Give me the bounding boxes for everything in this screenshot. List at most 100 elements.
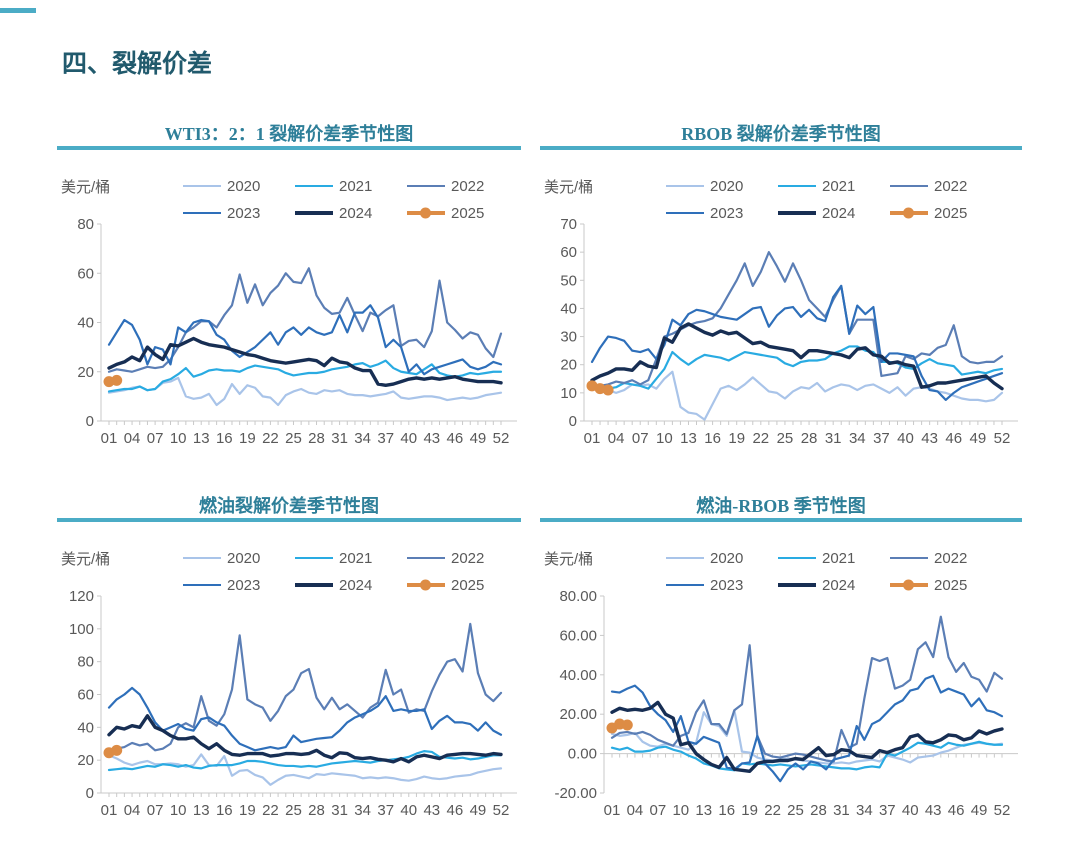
legend-item-2020: 2020 [666,548,778,568]
legend-swatch [407,184,445,188]
series-line-2021 [107,750,503,772]
svg-text:25: 25 [285,430,302,447]
legend-row: 2023 2024 2025 [666,203,1022,223]
svg-text:16: 16 [216,430,233,447]
svg-text:40: 40 [400,430,417,447]
legend-swatch [890,207,928,219]
legend-label: 2022 [451,549,485,567]
svg-text:01: 01 [101,430,118,447]
legend-swatch [183,211,221,215]
legend-marker-dot [420,207,431,219]
series-line-2022 [107,267,503,373]
series-line-2024 [107,336,503,387]
svg-text:43: 43 [925,802,942,819]
y-axis-unit-label: 美元/桶 [544,179,594,196]
legend-label: 2023 [710,204,744,222]
svg-text:49: 49 [470,802,487,819]
svg-text:46: 46 [948,802,965,819]
svg-text:19: 19 [239,430,256,447]
svg-text:01: 01 [584,430,601,447]
legend-item-2022: 2022 [407,548,519,568]
svg-text:80: 80 [77,654,94,671]
svg-text:01: 01 [101,802,118,819]
legend-label: 2025 [451,576,485,594]
legend-label: 2022 [934,177,968,195]
svg-text:40: 40 [897,430,914,447]
legend-swatch [890,556,928,560]
chart-title: WTI3：2：1 裂解价差季节性图 [57,122,521,150]
svg-text:34: 34 [856,802,873,819]
legend-swatch [778,583,816,587]
legend-row: 2023 2024 2025 [183,575,521,595]
svg-text:52: 52 [493,802,510,819]
svg-text:20: 20 [77,364,94,381]
chart-panel-rbob-crack-spread: RBOB 裂解价差季节性图 美元/桶 2020 2021 2022 2023 2024… [540,122,1022,448]
svg-text:28: 28 [801,430,818,447]
series-line-2020 [107,753,503,786]
svg-text:49: 49 [971,802,988,819]
legend-label: 2021 [822,177,856,195]
svg-text:46: 46 [447,802,464,819]
series-marker-2025 [111,744,123,756]
y-axis-unit-label: 美元/桶 [544,551,594,568]
svg-text:07: 07 [650,802,667,819]
legend-swatch [407,556,445,560]
legend-swatch [183,184,221,188]
legend-item-2024: 2024 [778,575,890,595]
svg-text:13: 13 [193,430,210,447]
legend-item-2023: 2023 [666,203,778,223]
y-axis-unit-label: 美元/桶 [61,179,111,196]
legend-item-2022: 2022 [407,176,519,196]
svg-text:120: 120 [69,588,94,605]
svg-text:34: 34 [849,430,866,447]
series-line-2023 [107,686,503,752]
svg-text:34: 34 [354,430,371,447]
svg-text:40: 40 [902,802,919,819]
legend-label: 2021 [339,549,373,567]
svg-text:13: 13 [695,802,712,819]
legend-item-2021: 2021 [778,176,890,196]
legend-row: 2020 2021 2022 [183,548,521,568]
svg-text:34: 34 [354,802,371,819]
legend-swatch [778,556,816,560]
legend-marker-dot [903,207,914,219]
legend-label: 2022 [934,549,968,567]
svg-text:37: 37 [873,430,890,447]
chart-panel-wti-crack-spread: WTI3：2：1 裂解价差季节性图 美元/桶 2020 2021 2022 2023… [57,122,521,448]
svg-text:22: 22 [262,430,279,447]
legend-item-2020: 2020 [183,176,295,196]
series-marker-2025 [602,384,614,396]
legend-label: 2023 [227,576,261,594]
legend-swatch [407,579,445,591]
svg-text:07: 07 [632,430,649,447]
chart-legend: 2020 2021 2022 2023 2024 2025 [183,548,521,595]
svg-text:16: 16 [718,802,735,819]
svg-text:60.00: 60.00 [559,627,597,644]
svg-text:19: 19 [741,802,758,819]
svg-text:19: 19 [728,430,745,447]
svg-text:49: 49 [970,430,987,447]
legend-item-2023: 2023 [666,575,778,595]
svg-text:22: 22 [752,430,769,447]
chart-plot-area: 0 10 20 30 40 50 60 70 01 04 07 10 13 16 19 22 25 28 31 34 3… [560,216,1018,447]
svg-text:60: 60 [77,265,94,282]
series-marker-2025 [111,374,123,386]
svg-text:31: 31 [331,802,348,819]
series-marker-2025 [621,719,633,731]
legend-item-2024: 2024 [295,575,407,595]
svg-text:20.00: 20.00 [559,706,597,723]
svg-text:50: 50 [560,272,577,289]
svg-text:04: 04 [124,430,141,447]
legend-label: 2023 [710,576,744,594]
legend-label: 2021 [822,549,856,567]
legend-label: 2025 [451,204,485,222]
svg-text:22: 22 [764,802,781,819]
legend-marker-dot [903,579,914,591]
legend-item-2020: 2020 [666,176,778,196]
svg-text:0: 0 [86,413,94,430]
legend-swatch [890,184,928,188]
legend-marker-dot [420,579,431,591]
svg-text:28: 28 [308,802,325,819]
y-axis-unit-label: 美元/桶 [61,551,111,568]
legend-item-2025: 2025 [890,575,1002,595]
